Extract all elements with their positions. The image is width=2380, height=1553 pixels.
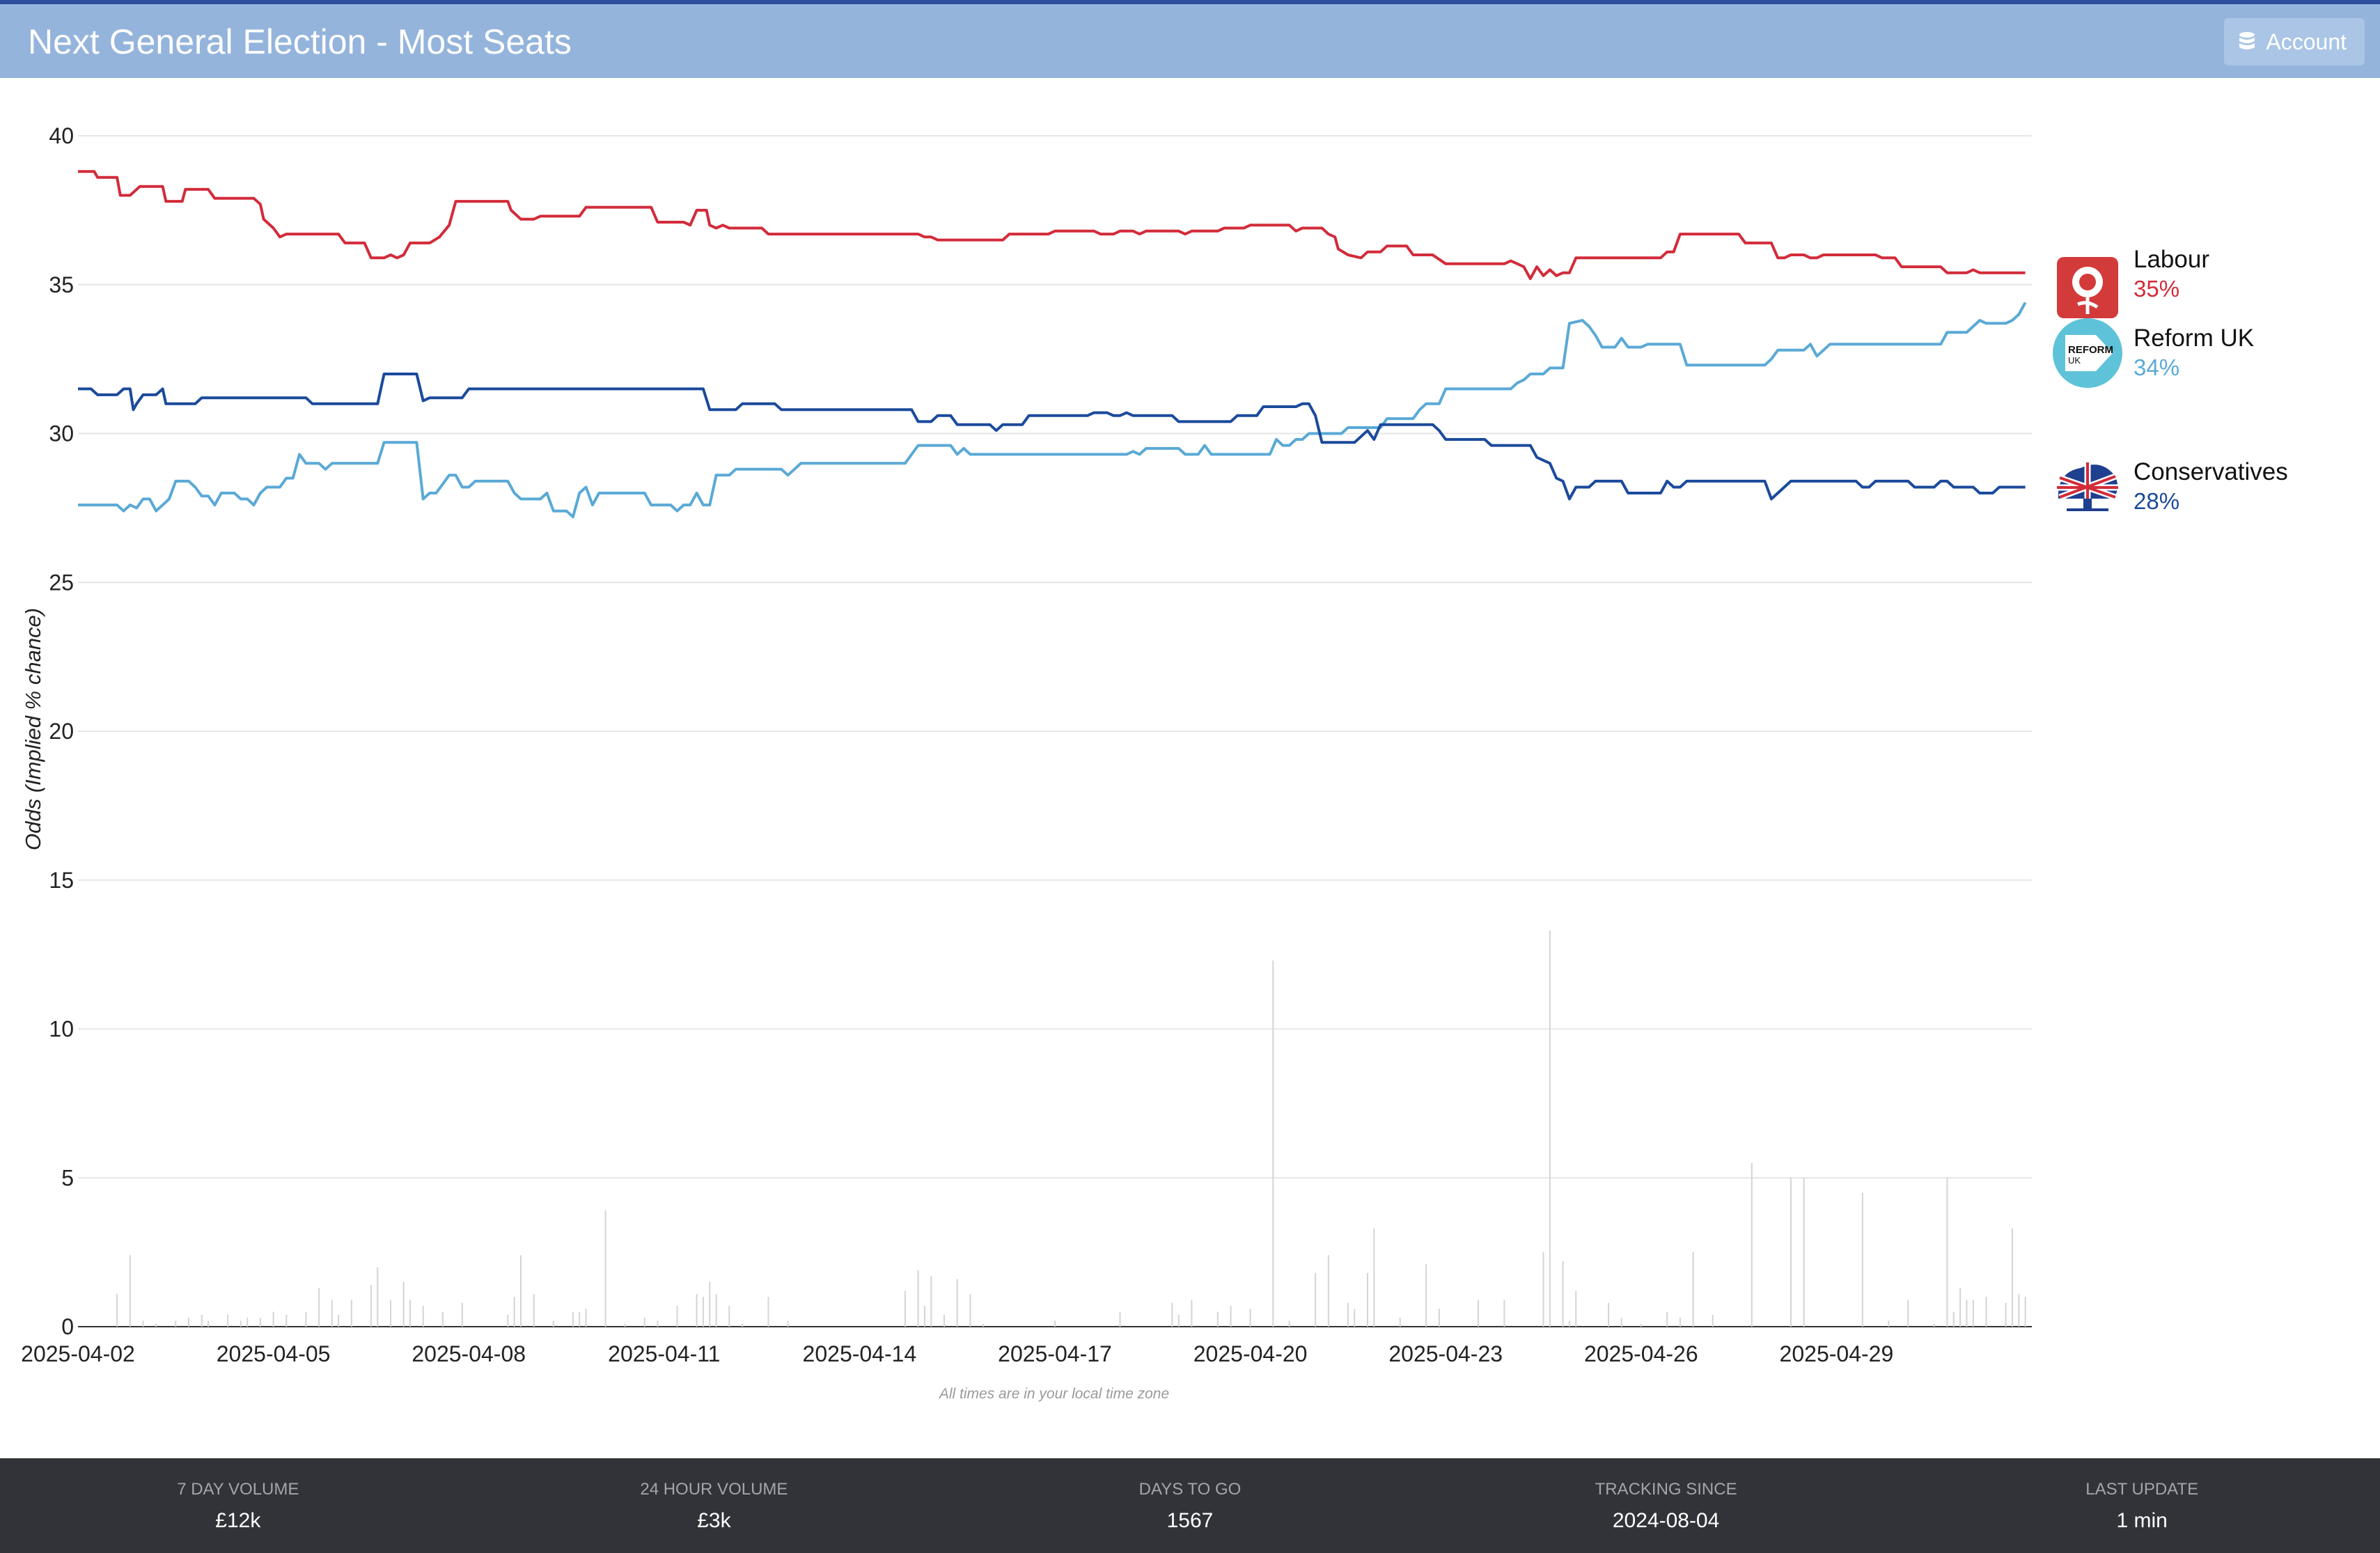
y-tick-label: 0 (61, 1314, 74, 1339)
x-tick-label: 2025-04-14 (803, 1341, 917, 1366)
stat-last-update: LAST UPDATE 1 min (1904, 1458, 2380, 1553)
stat-label: DAYS TO GO (1138, 1480, 1242, 1499)
x-tick-label: 2025-04-23 (1388, 1341, 1503, 1366)
x-axis-ticks: 2025-04-02 2025-04-05 2025-04-08 2025-04-11… (21, 1341, 1893, 1366)
x-tick-label: 2025-04-29 (1780, 1341, 1894, 1366)
page-title: Next General Election - Most Seats (28, 22, 572, 61)
y-tick-label: 25 (49, 570, 74, 595)
x-tick-label: 2025-04-05 (217, 1341, 331, 1366)
legend-value: 28% (2134, 488, 2179, 514)
stat-value: £3k (697, 1509, 731, 1532)
series-line-reform-uk (78, 302, 2027, 519)
account-button[interactable]: Account (2224, 18, 2365, 65)
x-tick-label: 2025-04-26 (1584, 1341, 1698, 1366)
stat-24-hour-volume: 24 HOUR VOLUME £3k (476, 1458, 953, 1553)
stat-label: 7 DAY VOLUME (177, 1480, 299, 1499)
y-tick-label: 10 (49, 1017, 74, 1042)
labour-rose-icon (2057, 257, 2118, 318)
series-lines (78, 170, 2027, 519)
stat-value: £12k (215, 1509, 261, 1532)
legend-name: Labour (2134, 246, 2209, 273)
stat-label: 24 HOUR VOLUME (640, 1480, 788, 1499)
stat-tracking-since: TRACKING SINCE 2024-08-04 (1428, 1458, 1904, 1553)
series-line-labour (78, 170, 2026, 281)
x-tick-label: 2025-04-17 (998, 1341, 1112, 1366)
y-tick-label: 40 (49, 123, 74, 148)
y-tick-label: 30 (49, 421, 74, 446)
stats-footer: 7 DAY VOLUME £12k 24 HOUR VOLUME £3k DAY… (0, 1458, 2380, 1553)
stat-label: LAST UPDATE (2085, 1480, 2199, 1499)
chart-footnote: All times are in your local time zone (938, 1386, 1169, 1402)
stat-value: 1 min (2116, 1509, 2168, 1532)
stat-7-day-volume: 7 DAY VOLUME £12k (0, 1458, 476, 1553)
stat-label: TRACKING SINCE (1595, 1480, 1737, 1499)
y-tick-label: 35 (49, 272, 74, 297)
svg-text:REFORM: REFORM (2068, 344, 2113, 356)
legend-name: Reform UK (2134, 325, 2254, 352)
svg-text:UK: UK (2068, 355, 2081, 366)
y-axis-label: Odds (Implied % chance) (21, 608, 45, 850)
header-accent-bar (0, 0, 2380, 4)
stat-value: 1567 (1166, 1509, 1214, 1532)
x-tick-label: 2025-04-11 (608, 1341, 720, 1366)
x-tick-label: 2025-04-08 (412, 1341, 526, 1366)
legend-value: 35% (2134, 276, 2179, 302)
x-tick-label: 2025-04-02 (21, 1341, 135, 1366)
page-header: Next General Election - Most Seats Accou… (0, 4, 2380, 78)
volume-bars (116, 930, 2026, 1327)
y-axis-ticks: 0 5 10 15 20 25 30 35 40 (49, 123, 74, 1339)
y-tick-label: 20 (49, 719, 74, 744)
grid-lines (78, 135, 2032, 1327)
account-label: Account (2266, 29, 2347, 54)
legend-value: 34% (2134, 354, 2179, 380)
conservative-tree-icon (2057, 462, 2118, 511)
series-line-conservatives (78, 373, 2026, 501)
y-tick-label: 5 (61, 1165, 74, 1190)
y-tick-label: 15 (49, 868, 74, 893)
x-tick-label: 2025-04-20 (1193, 1341, 1308, 1366)
stat-days-to-go: DAYS TO GO 1567 (952, 1458, 1428, 1553)
stat-value: 2024-08-04 (1612, 1509, 1720, 1532)
database-icon (2238, 31, 2256, 52)
legend-name: Conservatives (2134, 458, 2288, 485)
